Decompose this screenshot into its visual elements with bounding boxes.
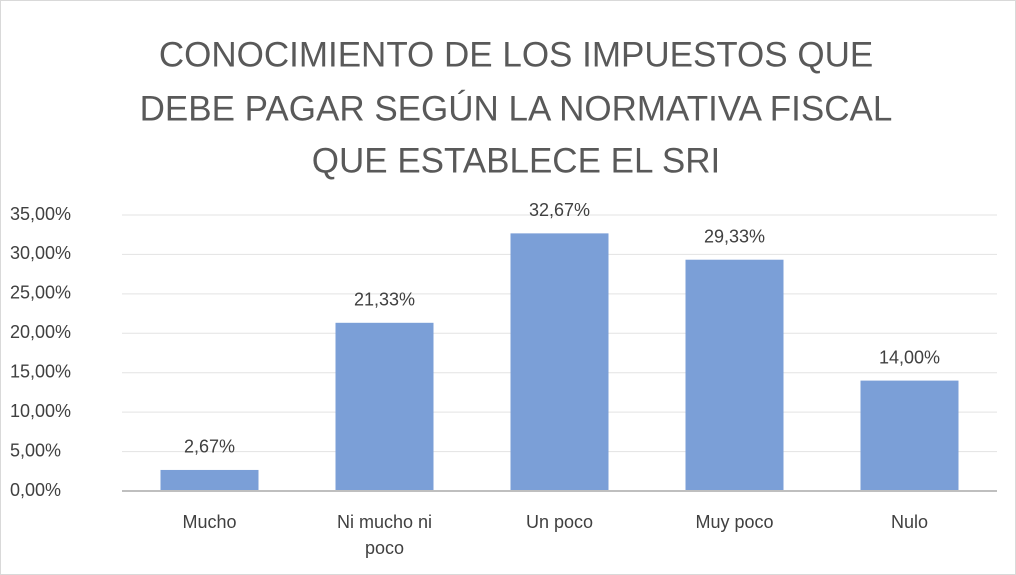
- bar: [335, 322, 434, 491]
- y-tick-label: 25,00%: [10, 283, 71, 303]
- y-tick-label: 20,00%: [10, 322, 71, 342]
- x-tick-label: Ni mucho ni poco: [336, 512, 433, 558]
- x-tick-label: Nulo: [890, 512, 929, 532]
- x-tick-label: Muy poco: [695, 512, 774, 532]
- y-tick-label: 35,00%: [10, 204, 71, 224]
- data-label: 32,67%: [529, 200, 590, 220]
- data-label: 29,33%: [704, 226, 765, 246]
- data-label: 21,33%: [354, 290, 415, 310]
- chart-title: DEBE PAGAR SEGÚN LA NORMATIVA FISCAL: [140, 89, 893, 128]
- chart-title: QUE ESTABLECE EL SRI: [312, 141, 720, 180]
- bar: [685, 259, 784, 491]
- data-label: 2,67%: [184, 437, 235, 457]
- y-tick-label: 5,00%: [10, 440, 61, 460]
- bar: [160, 469, 259, 491]
- y-tick-label: 10,00%: [10, 401, 71, 421]
- bar: [860, 380, 959, 491]
- x-tick-label: Mucho: [182, 512, 237, 532]
- y-tick-label: 15,00%: [10, 361, 71, 381]
- x-tick-label: Un poco: [525, 512, 594, 532]
- chart-title: CONOCIMIENTO DE LOS IMPUESTOS QUE: [159, 35, 873, 74]
- bar: [510, 233, 609, 491]
- y-tick-label: 0,00%: [10, 480, 61, 500]
- y-tick-label: 30,00%: [10, 243, 71, 263]
- data-label: 14,00%: [879, 347, 940, 367]
